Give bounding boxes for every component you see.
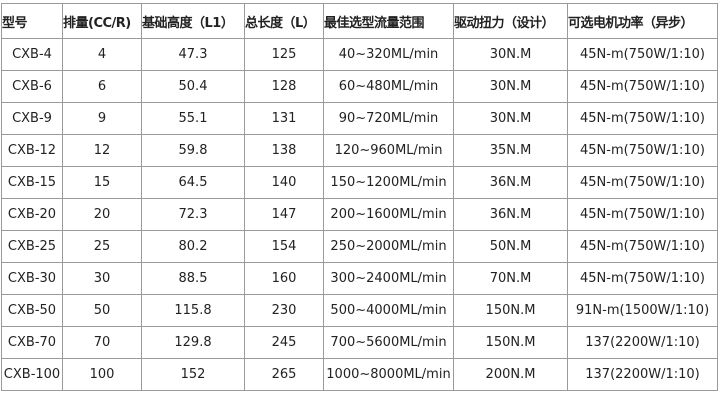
table-row: CXB-9 9 55.1 131 90~720ML/min 30N.M 45N-m(750W…: [1, 102, 718, 135]
table-cell: 140: [244, 166, 324, 199]
table-cell: 129.8: [141, 326, 245, 359]
table-cell: 300~2400ML/min: [323, 262, 454, 295]
table-cell: 100: [62, 358, 142, 391]
header-cell: 可选电机功率（异步）: [567, 3, 718, 39]
table-cell: 50: [62, 294, 142, 327]
table-cell: 500~4000ML/min: [323, 294, 454, 327]
table-cell: 30N.M: [453, 38, 568, 71]
table-cell: CXB-25: [1, 230, 63, 263]
table-cell: 128: [244, 70, 324, 103]
table-cell: 70: [62, 326, 142, 359]
table-cell: 91N-m(1500W/1:10): [567, 294, 718, 327]
table-cell: 45N-m(750W/1:10): [567, 38, 718, 71]
table-cell: 30N.M: [453, 70, 568, 103]
table-cell: CXB-20: [1, 198, 63, 231]
table-cell: CXB-15: [1, 166, 63, 199]
table-body: CXB-4 4 47.3 125 40~320ML/min 30N.M 45N-m(750W…: [1, 38, 718, 391]
table-cell: 36N.M: [453, 166, 568, 199]
table-cell: 90~720ML/min: [323, 102, 454, 135]
table-row: CXB-30 30 88.5 160 300~2400ML/min 70N.M 45N-m(…: [1, 262, 718, 295]
table-cell: CXB-12: [1, 134, 63, 167]
table-cell: 150N.M: [453, 326, 568, 359]
table-cell: 150~1200ML/min: [323, 166, 454, 199]
table-cell: CXB-6: [1, 70, 63, 103]
table-cell: 36N.M: [453, 198, 568, 231]
table-row: CXB-12 12 59.8 138 120~960ML/min 35N.M 45N-m(7…: [1, 134, 718, 167]
table-cell: CXB-100: [1, 358, 63, 391]
table-cell: 80.2: [141, 230, 245, 263]
table-cell: 154: [244, 230, 324, 263]
header-cell: 最佳选型流量范围: [323, 3, 454, 39]
table-cell: CXB-70: [1, 326, 63, 359]
table-cell: 50N.M: [453, 230, 568, 263]
table-cell: 40~320ML/min: [323, 38, 454, 71]
header-cell: 型号: [1, 3, 63, 39]
table-row: CXB-50 50 115.8 230 500~4000ML/min 150N.M 91N-…: [1, 294, 718, 327]
table-cell: 45N-m(750W/1:10): [567, 134, 718, 167]
table-cell: 35N.M: [453, 134, 568, 167]
table-cell: 131: [244, 102, 324, 135]
table-cell: 200~1600ML/min: [323, 198, 454, 231]
table-cell: 137(2200W/1:10): [567, 326, 718, 359]
table-cell: 147: [244, 198, 324, 231]
table-cell: 6: [62, 70, 142, 103]
table-cell: 138: [244, 134, 324, 167]
table-cell: 9: [62, 102, 142, 135]
table-cell: 59.8: [141, 134, 245, 167]
spec-table: 型号 排量(CC/R) 基础高度（L1） 总长度（L） 最佳选型流量范围 驱动扭力（设计）…: [1, 3, 718, 391]
table-cell: 55.1: [141, 102, 245, 135]
table-cell: 30: [62, 262, 142, 295]
table-cell: 20: [62, 198, 142, 231]
table-cell: CXB-30: [1, 262, 63, 295]
table-cell: 265: [244, 358, 324, 391]
header-cell: 排量(CC/R): [62, 3, 142, 39]
table-cell: 200N.M: [453, 358, 568, 391]
table-row: CXB-20 20 72.3 147 200~1600ML/min 36N.M 45N-m(…: [1, 198, 718, 231]
table-row: CXB-15 15 64.5 140 150~1200ML/min 36N.M 45N-m(…: [1, 166, 718, 199]
table-cell: 72.3: [141, 198, 245, 231]
table-cell: 12: [62, 134, 142, 167]
table-cell: 4: [62, 38, 142, 71]
table-cell: 45N-m(750W/1:10): [567, 102, 718, 135]
table-cell: 25: [62, 230, 142, 263]
table-row: CXB-6 6 50.4 128 60~480ML/min 30N.M 45N-m(750W…: [1, 70, 718, 103]
header-cell: 总长度（L）: [244, 3, 324, 39]
table-cell: 120~960ML/min: [323, 134, 454, 167]
table-cell: 137(2200W/1:10): [567, 358, 718, 391]
table-cell: 150N.M: [453, 294, 568, 327]
table-row: CXB-70 70 129.8 245 700~5600ML/min 150N.M 137(…: [1, 326, 718, 359]
table-cell: 115.8: [141, 294, 245, 327]
table-row: CXB-4 4 47.3 125 40~320ML/min 30N.M 45N-m(750W…: [1, 38, 718, 71]
table-cell: 1000~8000ML/min: [323, 358, 454, 391]
table-cell: 50.4: [141, 70, 245, 103]
table-cell: 230: [244, 294, 324, 327]
table-cell: 45N-m(750W/1:10): [567, 198, 718, 231]
table-cell: 60~480ML/min: [323, 70, 454, 103]
table-cell: 250~2000ML/min: [323, 230, 454, 263]
table-cell: 64.5: [141, 166, 245, 199]
table-cell: 160: [244, 262, 324, 295]
header-cell: 驱动扭力（设计）: [453, 3, 568, 39]
header-row: 型号 排量(CC/R) 基础高度（L1） 总长度（L） 最佳选型流量范围 驱动扭力（设计）…: [1, 3, 718, 39]
table-cell: 15: [62, 166, 142, 199]
table-cell: 45N-m(750W/1:10): [567, 70, 718, 103]
table-cell: 47.3: [141, 38, 245, 71]
table-cell: CXB-4: [1, 38, 63, 71]
table-cell: 152: [141, 358, 245, 391]
table-row: CXB-25 25 80.2 154 250~2000ML/min 50N.M 45N-m(…: [1, 230, 718, 263]
table-cell: 125: [244, 38, 324, 71]
table-cell: 88.5: [141, 262, 245, 295]
table-cell: 700~5600ML/min: [323, 326, 454, 359]
table-cell: 245: [244, 326, 324, 359]
table-cell: CXB-50: [1, 294, 63, 327]
table-cell: CXB-9: [1, 102, 63, 135]
table-cell: 45N-m(750W/1:10): [567, 262, 718, 295]
table-cell: 70N.M: [453, 262, 568, 295]
table-cell: 45N-m(750W/1:10): [567, 230, 718, 263]
table-row: CXB-100 100 152 265 1000~8000ML/min 200N.M 137…: [1, 358, 718, 391]
table-cell: 30N.M: [453, 102, 568, 135]
header-cell: 基础高度（L1）: [141, 3, 245, 39]
table-cell: 45N-m(750W/1:10): [567, 166, 718, 199]
